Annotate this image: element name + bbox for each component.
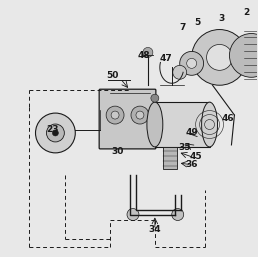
Text: 7: 7 (180, 23, 186, 32)
Circle shape (207, 44, 232, 70)
Circle shape (192, 30, 247, 85)
Text: 3: 3 (218, 14, 225, 23)
Ellipse shape (147, 102, 163, 147)
Text: 49: 49 (185, 128, 198, 137)
Circle shape (46, 124, 64, 142)
Text: 23: 23 (46, 125, 59, 134)
Text: 36: 36 (186, 160, 198, 169)
Circle shape (143, 48, 153, 57)
Text: 5: 5 (195, 18, 201, 27)
Text: 2: 2 (243, 8, 249, 17)
Circle shape (106, 106, 124, 124)
Text: 50: 50 (106, 71, 118, 80)
Text: 45: 45 (189, 152, 202, 161)
Circle shape (131, 106, 149, 124)
Text: 30: 30 (112, 147, 124, 156)
Text: 47: 47 (159, 54, 172, 63)
Circle shape (172, 209, 184, 221)
Ellipse shape (201, 102, 217, 147)
Text: 48: 48 (138, 51, 150, 60)
Text: 35: 35 (179, 143, 191, 152)
Circle shape (136, 111, 144, 119)
Circle shape (52, 130, 58, 136)
Circle shape (180, 51, 204, 75)
Circle shape (151, 94, 159, 102)
Circle shape (173, 65, 187, 79)
Circle shape (111, 111, 119, 119)
FancyBboxPatch shape (99, 89, 156, 149)
Bar (155, 102, 209, 147)
Circle shape (229, 33, 258, 77)
Circle shape (127, 209, 139, 221)
Bar (163, 147, 177, 169)
Text: 46: 46 (221, 114, 234, 123)
Text: 34: 34 (149, 225, 161, 234)
Circle shape (36, 113, 75, 153)
Circle shape (187, 58, 197, 68)
